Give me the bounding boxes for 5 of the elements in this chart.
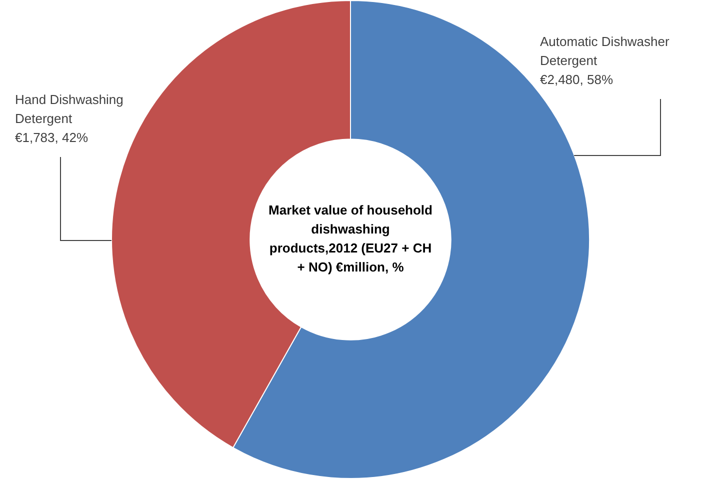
data-label: €1,783, 42% — [15, 130, 88, 146]
data-label: €2,480, 58% — [540, 72, 614, 88]
slice-label: Hand Dishwashing Detergent — [15, 92, 124, 126]
text: Market value of household dishwashing products,2012 (EU27 + CH + NO) €million, % — [268, 202, 433, 275]
slice-label: Automatic Dishwasher Detergent — [540, 34, 670, 68]
